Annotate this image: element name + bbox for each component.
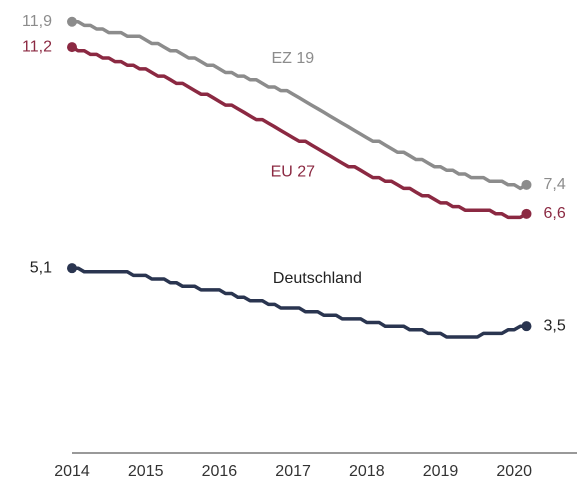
x-tick-label: 2020 <box>496 463 532 480</box>
x-tick-label: 2014 <box>54 463 90 480</box>
x-tick-label: 2019 <box>423 463 459 480</box>
series-name: EZ 19 <box>271 50 314 67</box>
value-label: 11,9 <box>22 13 52 30</box>
x-tick-label: 2018 <box>349 463 385 480</box>
end-marker <box>67 16 77 27</box>
series-line <box>72 19 528 191</box>
end-marker <box>67 42 77 53</box>
x-tick-label: 2015 <box>128 463 164 480</box>
value-label: 5,1 <box>30 259 52 276</box>
series-line <box>71 45 528 220</box>
end-marker <box>521 321 532 332</box>
series-name: EU 27 <box>271 164 316 181</box>
series-line <box>72 266 527 339</box>
value-label: 11,2 <box>22 38 52 55</box>
end-marker <box>67 263 77 274</box>
x-tick-label: 2016 <box>202 463 238 480</box>
x-tick-label: 2017 <box>275 463 311 480</box>
series-name: Deutschland <box>273 270 362 287</box>
value-label: 6,6 <box>543 205 565 222</box>
end-marker <box>521 179 532 190</box>
value-label: 7,4 <box>543 176 565 193</box>
value-label: 3,5 <box>543 317 565 334</box>
end-marker <box>521 208 532 219</box>
